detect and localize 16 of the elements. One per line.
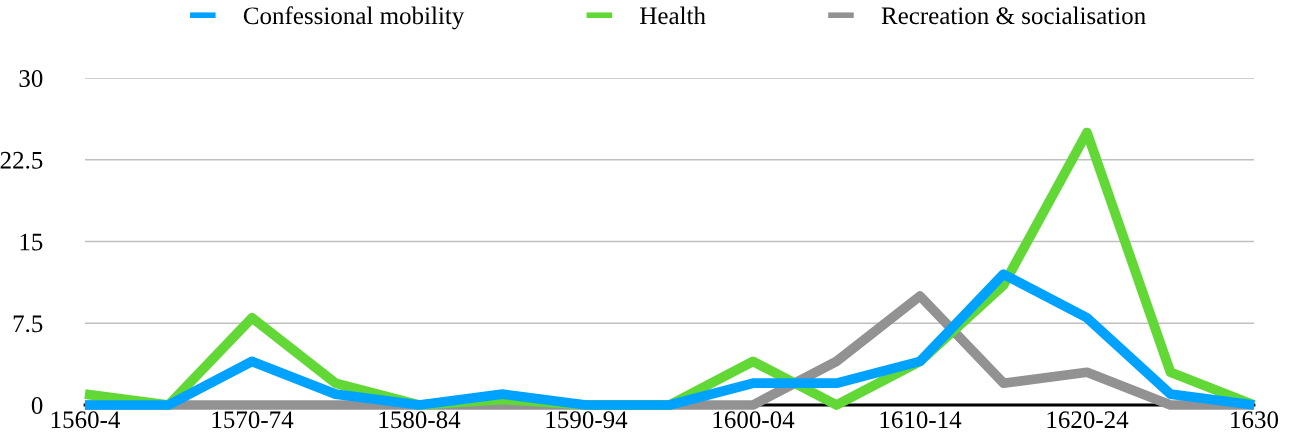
x-tick-label: 1560-4 (51, 411, 121, 429)
y-tick-label: 22.5 (0, 151, 43, 169)
legend-label: Confessional mobility (243, 6, 465, 30)
y-tick-label: 7.5 (13, 315, 43, 333)
y-tick-label: 30 (19, 70, 43, 87)
x-tick-label: 1620-24 (1047, 411, 1129, 429)
x-tick-label: 1570-74 (212, 411, 294, 429)
x-tick-label: 1610-14 (880, 411, 962, 429)
x-tick-label: 1580-84 (379, 411, 461, 429)
legend-label: Recreation & socialisation (881, 6, 1146, 25)
x-tick-label: 1600-04 (713, 411, 795, 429)
y-tick-label: 0 (31, 397, 43, 414)
x-tick-label: 1630 (1231, 411, 1279, 429)
legend-label: Health (640, 6, 706, 25)
x-tick-label: 1590-94 (546, 411, 628, 429)
y-tick-label: 15 (20, 233, 43, 251)
